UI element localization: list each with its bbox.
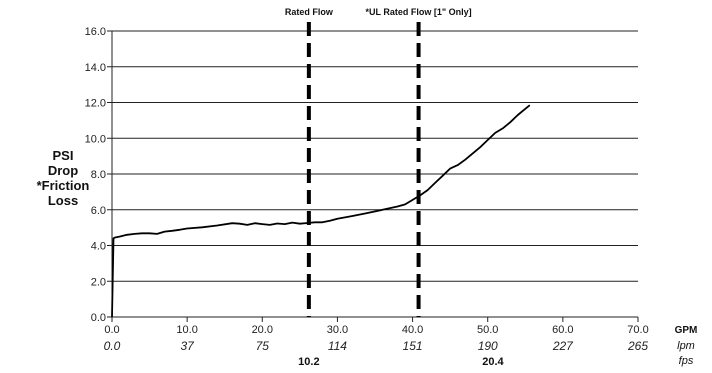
reference-lines: Rated Flow *UL Rated Flow [1" Only] <box>285 7 472 317</box>
x-tick-label: 30.0 <box>327 324 348 336</box>
gridlines <box>112 30 638 282</box>
axes <box>107 30 639 322</box>
series <box>111 104 531 318</box>
x-tick-label: 40.0 <box>402 324 423 336</box>
y-axis-label-line: PSI <box>52 148 74 163</box>
y-tick-label: 16.0 <box>85 26 106 38</box>
y-tick-label: 0.0 <box>91 312 106 324</box>
lpm-tick-label: 114 <box>328 339 347 353</box>
x-tick-label: 0.0 <box>104 324 119 336</box>
lpm-tick-label: 227 <box>552 339 574 353</box>
fps-label: 20.4 <box>482 356 504 368</box>
series-line <box>111 104 531 318</box>
reference-line-label: Rated Flow <box>285 7 334 17</box>
lpm-tick-label: 151 <box>403 339 423 353</box>
y-tick-label: 6.0 <box>91 205 106 217</box>
reference-line-label: *UL Rated Flow [1" Only] <box>366 7 472 17</box>
y-tick-label: 8.0 <box>91 169 106 181</box>
y-tick-label: 12.0 <box>85 98 106 110</box>
lpm-tick-label: 75 <box>256 339 270 353</box>
y-axis-label-line: *Friction <box>36 178 90 193</box>
x-tick-label: 50.0 <box>477 324 498 336</box>
lpm-tick-label: 190 <box>478 339 498 353</box>
unit-label: fps <box>679 355 694 367</box>
y-tick-label: 4.0 <box>91 241 106 253</box>
fps-label: 10.2 <box>298 356 319 368</box>
unit-label: lpm <box>677 340 695 352</box>
lpm-tick-label: 265 <box>627 339 648 353</box>
x-tick-labels: 0.0 0.0 10.0 37 20.0 75 30.0 114 40.0 151 50.0 190 6… <box>104 324 649 368</box>
y-tick-label: 2.0 <box>91 276 106 288</box>
y-tick-labels: 0.0 2.0 4.0 6.0 8.0 10.0 12.0 14.0 16.0 <box>85 26 106 324</box>
lpm-tick-label: 37 <box>180 339 195 353</box>
unit-labels: GPM lpm fps <box>675 325 698 367</box>
x-tick-label: 60.0 <box>552 324 573 336</box>
y-axis-label: PSI Drop *Friction Loss <box>18 148 108 208</box>
x-tick-label: 70.0 <box>627 324 648 336</box>
lpm-tick-label: 0.0 <box>104 339 121 353</box>
y-axis-label-line: Drop <box>47 163 79 178</box>
y-tick-label: 14.0 <box>85 62 106 74</box>
unit-label: GPM <box>675 325 698 336</box>
x-tick-label: 10.0 <box>176 324 197 336</box>
y-tick-label: 10.0 <box>85 133 106 145</box>
y-axis-label-line: Loss <box>47 193 79 208</box>
x-tick-label: 20.0 <box>252 324 273 336</box>
